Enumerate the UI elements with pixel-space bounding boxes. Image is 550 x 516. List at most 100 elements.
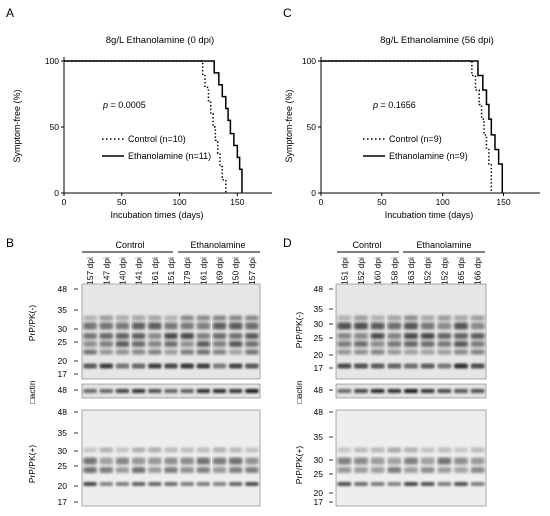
blot-b-band [83, 333, 97, 339]
blot-d-band [437, 482, 452, 486]
blot-b-band [180, 363, 194, 369]
blot-b-band [148, 457, 162, 465]
blot-d-band [354, 322, 368, 330]
blot-b-band [180, 447, 194, 453]
blot-d-mw-bottom: 20 [314, 488, 324, 498]
blot-b-band [228, 482, 243, 486]
blot-b-band [83, 322, 97, 330]
blot-d-band [370, 482, 385, 486]
blot-d-band [387, 482, 402, 486]
blot-b-band [83, 389, 97, 393]
blot-b-band [115, 315, 130, 321]
blot-b-band [228, 467, 243, 473]
blot-d-band [470, 482, 485, 486]
blot-d-label-prp-minus: PrP/PK(-) [294, 312, 304, 349]
blot-b-lane-label: 157 dpi [85, 257, 95, 285]
blot-d-band [387, 322, 402, 330]
blot-b-band [131, 447, 146, 453]
blot-d-band [370, 341, 385, 347]
blot-d-band [437, 349, 452, 355]
blot-b-band [212, 341, 227, 347]
blot-d-mw-bottom: 48 [314, 407, 324, 417]
blot-b-band [212, 333, 227, 339]
panel-letter-d: D [283, 236, 292, 250]
blot-d-band [404, 457, 418, 465]
blot-d-mw-top: 25 [314, 333, 324, 343]
plot-c-xlabel: Incubation time (days) [385, 210, 474, 220]
blot-b-band [83, 457, 97, 465]
blot-b-band [99, 322, 114, 330]
blot-d-band [404, 482, 418, 486]
blot-d-band [420, 341, 435, 347]
plot-c-series-control [321, 60, 493, 193]
plot-a-ytick-label: 50 [50, 122, 60, 132]
blot-b-lane-label: 179 dpi [182, 257, 192, 285]
plot-a-series-control [64, 60, 227, 193]
blot-d-mw-top: 35 [314, 304, 324, 314]
blot-b-mw-top: 25 [58, 337, 68, 347]
blot-d-band [420, 363, 435, 369]
plot-c-xtick-label: 0 [319, 197, 324, 207]
blot-d-band [420, 467, 435, 473]
blot-d-band [437, 315, 452, 321]
blot-b-band [99, 482, 114, 486]
blot-b-band [212, 447, 227, 453]
blot-d-band [454, 333, 468, 339]
blot-d-band [470, 322, 485, 330]
plot-c-ytick-label: 50 [307, 122, 317, 132]
blot-d-band [470, 333, 485, 339]
blot-d-lane-label: 163 dpi [406, 257, 416, 285]
plot-a-xlabel: Incubation times (days) [110, 210, 203, 220]
blot-d-band [337, 467, 352, 473]
blot-b-band [99, 349, 114, 355]
blot-d-band [404, 315, 418, 321]
blot-b-band [148, 482, 162, 486]
blot-b-band [180, 467, 194, 473]
western-blot-d: Control Ethanolamine PrP/PK(-) □actin Pr… [294, 240, 487, 507]
legend-c-control: Control (n=9) [389, 134, 442, 144]
blot-b-band [83, 482, 97, 486]
blot-b-group-treated: Ethanolamine [190, 240, 245, 250]
blot-b-band [180, 322, 194, 330]
blot-b-mw-top: 30 [58, 324, 68, 334]
blot-d-band [404, 341, 418, 347]
blot-b-band [245, 447, 259, 453]
legend-a-control: Control (n=10) [128, 134, 186, 144]
blot-d-label-actin: □actin [294, 380, 304, 403]
blot-b-band [148, 341, 162, 347]
blot-b-band [228, 341, 243, 347]
blot-b-band [245, 333, 259, 339]
blot-b-band [228, 389, 243, 393]
plot-a-xtick-label: 50 [117, 197, 127, 207]
blot-b-mw-top: 17 [58, 369, 68, 379]
blot-b-band [164, 457, 178, 465]
blot-b-band [196, 363, 211, 369]
blot-b-band [245, 389, 259, 393]
blot-b-band [131, 389, 146, 393]
blot-b-band [148, 315, 162, 321]
blot-b-band [228, 457, 243, 465]
blot-d-band [437, 363, 452, 369]
plot-c-xtick-label: 150 [496, 197, 510, 207]
blot-d-label-prp-plus: PrP/PK(+) [294, 446, 304, 485]
blot-d-lane-label: 166 dpi [473, 257, 483, 285]
blot-b-band [99, 363, 114, 369]
blot-d-band [420, 349, 435, 355]
blot-b-band [212, 482, 227, 486]
blot-d-band [370, 363, 385, 369]
blot-d-band [387, 389, 402, 393]
blot-d-band [404, 363, 418, 369]
blot-b-band [212, 457, 227, 465]
blot-b-band [228, 333, 243, 339]
survival-plot-c: 8g/L Ethanolamine (56 dpi) Symptom-free … [284, 35, 540, 220]
blot-b-band [99, 333, 114, 339]
blot-d-band [337, 482, 352, 486]
plot-a-xtick-label: 150 [230, 197, 244, 207]
blot-d-band [454, 467, 468, 473]
blot-b-lane-label: 141 dpi [134, 257, 144, 285]
blot-d-lane-label: 158 dpi [389, 257, 399, 285]
blot-d-band [454, 363, 468, 369]
blot-b-band [180, 349, 194, 355]
blot-d-band [354, 333, 368, 339]
blot-b-band [212, 467, 227, 473]
